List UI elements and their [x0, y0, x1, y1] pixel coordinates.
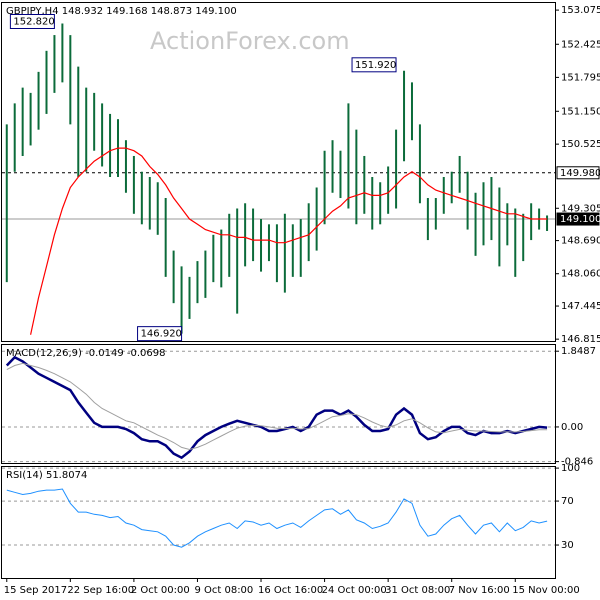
- watermark: ActionForex.com: [150, 27, 350, 55]
- y-tick-label: 148.690: [561, 236, 600, 247]
- y-tick-label: 150.525: [561, 139, 600, 150]
- x-tick-label: 15 Sep 2017: [4, 585, 67, 596]
- line: [6, 362, 548, 451]
- y-tick-label: 146.815: [561, 334, 600, 345]
- y-tick-label: 1.8487: [561, 346, 596, 357]
- y-tick-label: 153.075: [561, 5, 600, 16]
- x-tick-label: 7 Nov 16:00: [449, 585, 510, 596]
- y-tick-label: 151.795: [561, 72, 600, 83]
- rsi-panel: [1, 466, 556, 579]
- panel-title: GBPJPY,H4 148.932 149.168 148.873 149.10…: [6, 6, 237, 17]
- level-box: [556, 166, 600, 180]
- y-tick-label: 152.425: [561, 39, 600, 50]
- annotation: 151.920: [355, 60, 396, 71]
- y-tick-label: 70: [561, 496, 574, 507]
- y-tick-label: 147.445: [561, 301, 600, 312]
- y-tick-label: -0.846: [561, 457, 593, 468]
- line: [5, 355, 548, 460]
- x-tick-label: 16 Oct 16:00: [258, 585, 323, 596]
- annotation: 146.920: [141, 329, 182, 340]
- level-label: 149.980: [560, 168, 600, 179]
- price-panel: [1, 2, 556, 342]
- x-tick-label: 2 Oct 00:00: [131, 585, 190, 596]
- x-tick-label: 22 Sep 16:00: [67, 585, 134, 596]
- level-box: [556, 212, 600, 226]
- panel-title: RSI(14) 51.8074: [6, 470, 87, 481]
- x-tick-label: 9 Oct 08:00: [194, 585, 253, 596]
- x-tick-label: 31 Oct 08:00: [385, 585, 450, 596]
- level-label: 149.100: [560, 214, 600, 225]
- line: [6, 488, 548, 548]
- panel-title: MACD(12,26,9) -0.0149 -0.0698: [6, 348, 166, 359]
- annotation: 152.820: [13, 17, 54, 28]
- x-tick-label: 24 Oct 00:00: [322, 585, 387, 596]
- y-tick-label: 0.00: [561, 422, 583, 433]
- y-tick-label: 151.150: [561, 106, 600, 117]
- annotation-box: [351, 57, 397, 73]
- y-tick-label: 149.305: [561, 203, 600, 214]
- annotation-box: [137, 326, 183, 342]
- macd-panel: [1, 344, 556, 464]
- line: [30, 147, 548, 335]
- y-tick-label: 100: [561, 463, 580, 474]
- x-tick-label: 15 Nov 00:00: [512, 585, 579, 596]
- annotation-box: [9, 14, 55, 30]
- y-tick-label: 148.060: [561, 269, 600, 280]
- y-tick-label: 30: [561, 540, 574, 551]
